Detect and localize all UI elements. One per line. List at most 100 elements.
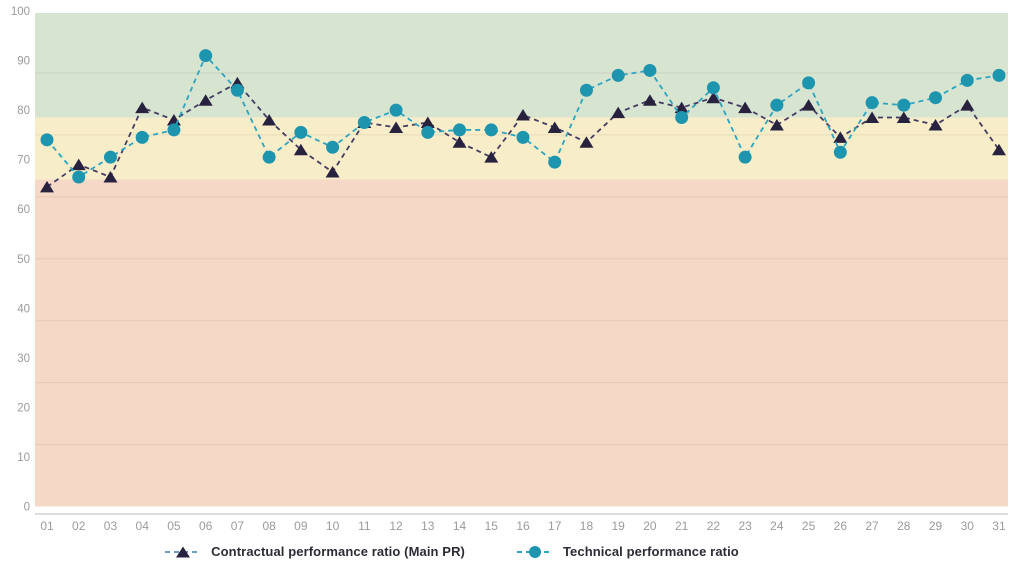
data-point-triangle[interactable] xyxy=(865,111,880,124)
y-tick-label: 20 xyxy=(17,402,30,414)
data-point-triangle[interactable] xyxy=(801,99,816,111)
data-point-triangle[interactable] xyxy=(960,99,975,111)
data-point-triangle[interactable] xyxy=(71,158,86,171)
data-point-circle[interactable] xyxy=(929,91,943,105)
data-point-triangle[interactable] xyxy=(547,121,562,133)
data-point-circle[interactable] xyxy=(135,130,149,144)
data-point-circle[interactable] xyxy=(167,123,181,137)
x-tick-label: 08 xyxy=(262,519,276,533)
x-tick-label: 23 xyxy=(738,519,752,533)
data-point-circle[interactable] xyxy=(865,96,879,110)
data-point-circle[interactable] xyxy=(453,123,467,137)
data-point-circle[interactable] xyxy=(833,145,847,159)
data-point-circle[interactable] xyxy=(897,98,911,112)
data-point-triangle[interactable] xyxy=(198,94,213,106)
data-point-triangle[interactable] xyxy=(293,143,308,156)
chart-legend: Contractual performance ratio (Main PR) … xyxy=(0,544,959,559)
data-point-circle[interactable] xyxy=(738,150,752,164)
legend-label-contractual: Contractual performance ratio (Main PR) xyxy=(211,544,465,559)
data-point-circle[interactable] xyxy=(72,170,86,184)
band-good-zone xyxy=(35,13,1008,118)
data-point-circle[interactable] xyxy=(611,68,625,82)
y-tick-label: 0 xyxy=(24,502,30,514)
data-point-triangle[interactable] xyxy=(642,94,657,106)
x-tick-label: 26 xyxy=(834,519,848,533)
data-point-triangle[interactable] xyxy=(706,91,721,104)
x-tick-label: 19 xyxy=(612,519,626,533)
y-tick-label: 50 xyxy=(17,254,30,266)
data-point-circle[interactable] xyxy=(706,81,720,95)
data-point-triangle[interactable] xyxy=(484,151,499,163)
data-point-circle[interactable] xyxy=(199,49,213,63)
data-point-triangle[interactable] xyxy=(103,170,118,183)
data-point-circle[interactable] xyxy=(643,63,657,77)
x-tick-label: 01 xyxy=(40,519,54,533)
circle-marker-icon xyxy=(516,545,553,558)
legend-item-technical[interactable]: Technical performance ratio xyxy=(516,544,739,559)
x-tick-label: 02 xyxy=(72,519,86,533)
data-point-circle[interactable] xyxy=(484,123,498,137)
x-tick-label: 15 xyxy=(485,519,499,533)
series-technical xyxy=(40,49,1006,184)
data-point-triangle[interactable] xyxy=(325,166,340,178)
x-tick-label: 07 xyxy=(231,519,245,533)
data-point-circle[interactable] xyxy=(960,73,974,87)
data-point-triangle[interactable] xyxy=(579,136,594,148)
data-point-circle[interactable] xyxy=(326,140,340,154)
x-tick-label: 18 xyxy=(580,519,594,533)
x-tick-label: 05 xyxy=(167,519,181,533)
band-warning-zone xyxy=(35,117,1008,180)
y-tick-label: 100 xyxy=(11,6,30,18)
legend-label-technical: Technical performance ratio xyxy=(562,544,739,559)
data-point-circle[interactable] xyxy=(389,103,403,117)
data-point-triangle[interactable] xyxy=(674,101,689,114)
data-point-circle[interactable] xyxy=(421,125,435,139)
data-point-circle[interactable] xyxy=(103,150,117,164)
y-tick-label: 10 xyxy=(17,452,30,464)
data-point-circle[interactable] xyxy=(357,115,371,129)
x-tick-label: 12 xyxy=(389,519,403,533)
data-point-triangle[interactable] xyxy=(833,131,848,143)
data-point-triangle[interactable] xyxy=(928,118,943,131)
data-point-triangle[interactable] xyxy=(452,136,467,148)
data-point-circle[interactable] xyxy=(548,155,562,169)
y-tick-label: 60 xyxy=(17,204,30,216)
x-tick-label: 28 xyxy=(897,519,911,533)
data-point-triangle[interactable] xyxy=(515,109,530,121)
data-point-circle[interactable] xyxy=(770,98,784,112)
data-point-triangle[interactable] xyxy=(738,101,753,114)
x-tick-label: 13 xyxy=(421,519,435,533)
data-point-circle[interactable] xyxy=(40,133,54,147)
x-tick-label: 20 xyxy=(643,519,657,533)
x-tick-label: 03 xyxy=(104,519,118,533)
data-point-circle[interactable] xyxy=(516,130,530,144)
x-tick-label: 22 xyxy=(707,519,721,533)
data-point-triangle[interactable] xyxy=(262,114,277,126)
data-point-circle[interactable] xyxy=(262,150,276,164)
data-point-triangle[interactable] xyxy=(389,121,404,133)
x-tick-label: 21 xyxy=(675,519,689,533)
data-point-triangle[interactable] xyxy=(769,118,784,131)
x-tick-label: 24 xyxy=(770,519,784,533)
data-point-circle[interactable] xyxy=(992,68,1006,82)
data-point-circle[interactable] xyxy=(230,83,244,97)
y-tick-label: 70 xyxy=(17,155,30,167)
data-point-triangle[interactable] xyxy=(420,116,435,128)
y-tick-label: 30 xyxy=(17,353,30,365)
data-point-circle[interactable] xyxy=(579,83,593,97)
y-tick-label: 80 xyxy=(17,105,30,117)
data-point-triangle[interactable] xyxy=(611,106,626,119)
data-point-triangle[interactable] xyxy=(896,111,911,124)
legend-item-contractual[interactable]: Contractual performance ratio (Main PR) xyxy=(165,544,465,559)
data-point-circle[interactable] xyxy=(294,125,308,139)
performance-ratio-chart: 0 10 20 30 40 50 60 70 80 90 100 01 02 03 04 05 06 07 08 09… xyxy=(11,6,1008,533)
data-point-circle[interactable] xyxy=(802,76,816,90)
data-point-triangle[interactable] xyxy=(991,143,1006,156)
data-point-triangle[interactable] xyxy=(40,180,54,193)
y-tick-label: 90 xyxy=(17,56,30,68)
data-point-triangle[interactable] xyxy=(135,101,150,114)
x-tick-label: 17 xyxy=(548,519,562,533)
data-point-circle[interactable] xyxy=(675,111,689,125)
x-tick-label: 29 xyxy=(929,519,943,533)
